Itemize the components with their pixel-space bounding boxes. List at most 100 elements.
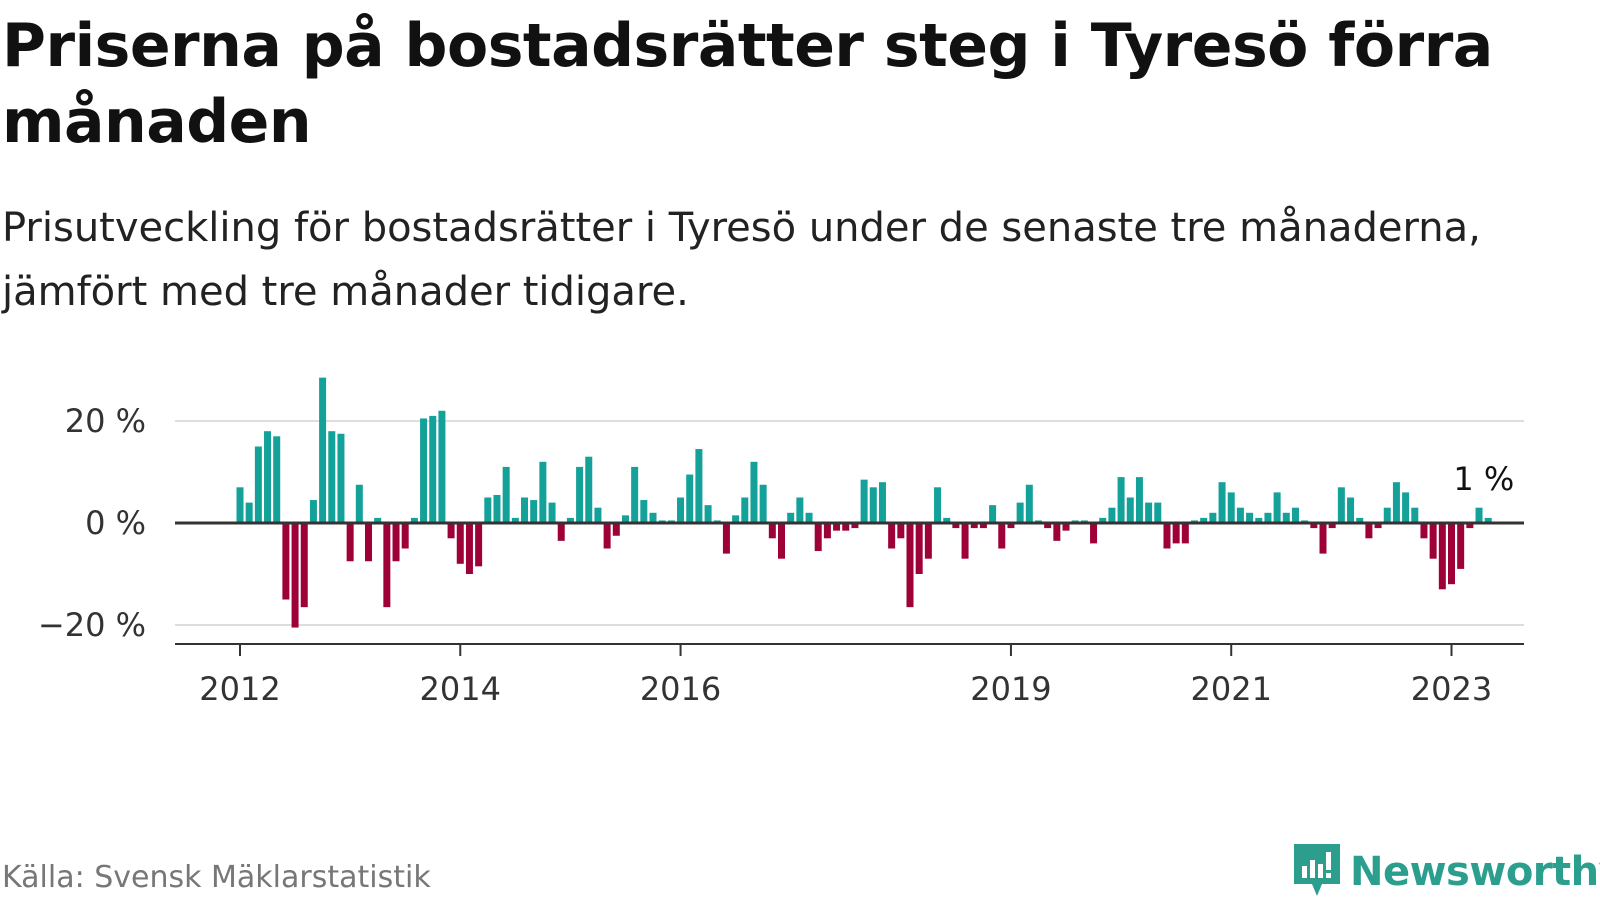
- bar: [300, 523, 308, 608]
- bar: [511, 517, 519, 523]
- bars: [236, 377, 1492, 628]
- bar: [750, 461, 758, 523]
- bar: [1209, 512, 1217, 523]
- bar: [410, 517, 418, 523]
- bar: [970, 523, 978, 529]
- bar: [1246, 512, 1254, 523]
- bar: [1356, 517, 1364, 523]
- bar: [1126, 497, 1134, 523]
- bar: [420, 418, 428, 523]
- bar: [677, 497, 685, 523]
- bar: [1365, 523, 1373, 539]
- bar: [1016, 502, 1024, 523]
- bar: [1319, 523, 1327, 554]
- bar: [1466, 523, 1474, 529]
- bar: [447, 523, 455, 539]
- bar: [869, 487, 877, 523]
- bar: [612, 523, 620, 536]
- bar: [1337, 487, 1345, 523]
- brand-name: Newsworthy: [1350, 849, 1600, 895]
- bar: [484, 497, 492, 523]
- bar: [704, 505, 712, 523]
- bar: [1457, 523, 1465, 569]
- bar: [346, 523, 354, 562]
- chart-title: Priserna på bostadsrätter steg i Tyresö …: [2, 11, 1493, 157]
- bar: [521, 497, 529, 523]
- bar: [1154, 502, 1162, 523]
- brand-logo[interactable]: Newsworthy: [1292, 842, 1600, 902]
- bar: [374, 517, 382, 523]
- bar: [1172, 523, 1180, 544]
- bar: [1282, 512, 1290, 523]
- bar: [1374, 523, 1382, 529]
- bar: [319, 377, 327, 523]
- bar: [1475, 507, 1483, 523]
- bar: [979, 523, 987, 529]
- bar: [888, 523, 896, 549]
- chart-subtitle: Prisutveckling för bostadsrätter i Tyres…: [2, 205, 1481, 315]
- x-tick-label: 2021: [1191, 670, 1272, 708]
- bar: [823, 523, 831, 539]
- bar: [897, 523, 905, 539]
- bar: [860, 479, 868, 523]
- bar: [924, 523, 932, 559]
- bar: [392, 523, 400, 562]
- bar: [722, 523, 730, 554]
- bar: [768, 523, 776, 539]
- bar: [282, 523, 290, 600]
- bar: [1484, 517, 1492, 523]
- bar: [1090, 523, 1098, 544]
- bar: [456, 523, 464, 564]
- bar: [355, 484, 363, 523]
- bar: [576, 466, 584, 523]
- newsworthy-chart-icon: [1292, 842, 1342, 902]
- bar: [1053, 523, 1061, 541]
- bar: [1347, 497, 1355, 523]
- bar: [254, 446, 262, 523]
- bar: [1227, 492, 1235, 523]
- bar: [1402, 492, 1410, 523]
- bar: [695, 449, 703, 523]
- bar: [566, 517, 574, 523]
- bar: [915, 523, 923, 574]
- bar: [906, 523, 914, 608]
- bar: [1145, 502, 1153, 523]
- bar: [1108, 507, 1116, 523]
- bar: [631, 466, 639, 523]
- x-tick-label: 2016: [640, 670, 721, 708]
- bar: [493, 494, 501, 523]
- bar: [759, 484, 767, 523]
- y-tick-label: −20 %: [38, 606, 146, 644]
- bar: [1264, 512, 1272, 523]
- bar: [621, 515, 629, 523]
- bar: [364, 523, 372, 562]
- bar: [1310, 523, 1318, 529]
- bar: [291, 523, 299, 628]
- bar: [585, 456, 593, 523]
- bar: [842, 523, 850, 531]
- source-note: Källa: Svensk Mäklarstatistik: [2, 860, 431, 895]
- bar: [1420, 523, 1428, 539]
- bar: [337, 433, 345, 523]
- bar: [1392, 482, 1400, 523]
- bar: [475, 523, 483, 567]
- bar: [236, 487, 244, 523]
- bar: [1383, 507, 1391, 523]
- bar: [1255, 517, 1263, 523]
- bar: [1200, 517, 1208, 523]
- bar: [833, 523, 841, 531]
- bar: [309, 500, 317, 523]
- x-axis: 2012 2014 2016 2019 2021 2023: [175, 643, 1524, 708]
- bar: [438, 410, 446, 523]
- bar: [778, 523, 785, 559]
- bar: [1273, 492, 1281, 523]
- bar: [741, 497, 749, 523]
- y-axis-labels: 20 % 0 % −20 %: [38, 402, 146, 644]
- bar: [465, 523, 473, 574]
- bar: [796, 497, 804, 523]
- x-tick-label: 2023: [1411, 670, 1492, 708]
- bar: [557, 523, 565, 541]
- grid-lines: [175, 420, 1524, 626]
- bar: [1025, 484, 1033, 523]
- bar: [603, 523, 611, 549]
